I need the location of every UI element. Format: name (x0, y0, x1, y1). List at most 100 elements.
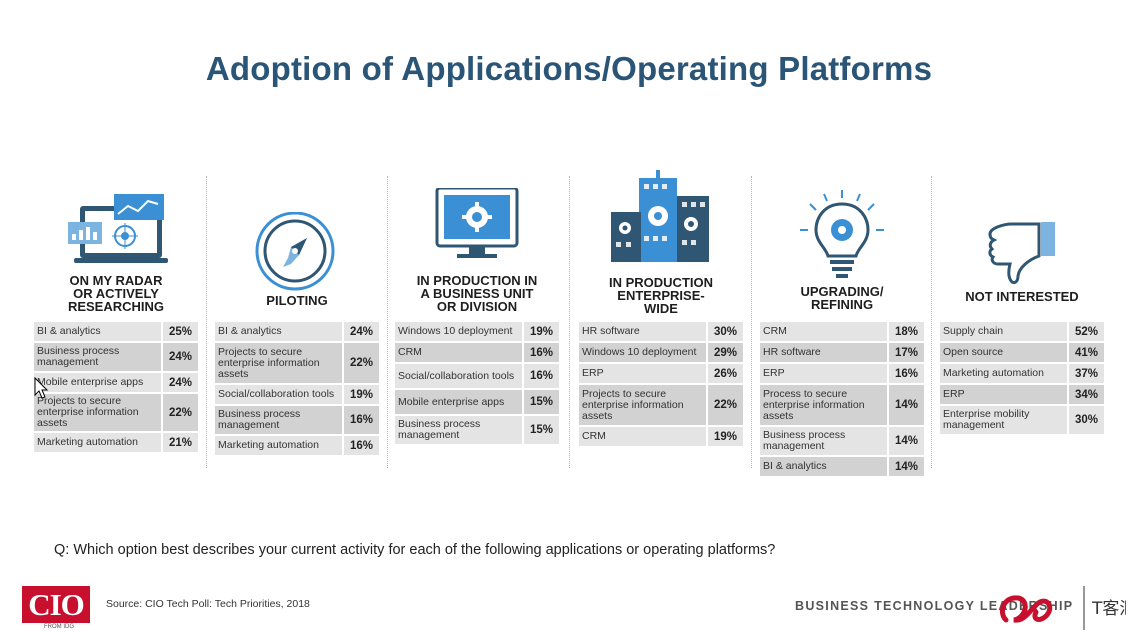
table-row: HR software 30% (579, 322, 743, 341)
row-label: ERP (760, 364, 887, 383)
table-row: Enterprise mobility management 30% (940, 406, 1104, 434)
table-row: Social/collaboration tools 16% (395, 364, 559, 388)
row-value: 16% (342, 436, 379, 455)
buildings-icon (579, 170, 743, 270)
row-value: 52% (1067, 322, 1104, 341)
table-row: BI & analytics 24% (215, 322, 379, 341)
column-heading: IN PRODUCTION IN A BUSINESS UNIT OR DIVI… (416, 273, 538, 314)
row-value: 24% (161, 343, 198, 371)
row-label: Marketing automation (940, 364, 1067, 383)
column-rows: Windows 10 deployment 19% CRM 16% Social/c… (395, 322, 559, 446)
row-value: 21% (161, 433, 198, 452)
table-row: Mobile enterprise apps 15% (395, 390, 559, 414)
table-row: Business process management 24% (34, 343, 198, 371)
table-row: Projects to secure enterprise informatio… (34, 394, 198, 431)
row-label: BI & analytics (34, 322, 161, 341)
table-row: Business process management 16% (215, 406, 379, 434)
row-label: Windows 10 deployment (395, 322, 522, 341)
table-row: Supply chain 52% (940, 322, 1104, 341)
column-divider (569, 176, 570, 468)
compass-icon (215, 212, 379, 312)
mouse-cursor-icon (34, 376, 50, 406)
row-label: Business process management (215, 406, 342, 434)
row-value: 14% (887, 385, 924, 425)
row-value: 16% (522, 343, 559, 362)
row-value: 24% (161, 373, 198, 392)
row-label: CRM (579, 427, 706, 446)
svg-text:T客汇: T客汇 (1091, 599, 1126, 619)
row-label: Mobile enterprise apps (34, 373, 161, 392)
row-value: 24% (342, 322, 379, 341)
column-rows: Supply chain 52% Open source 41% Marketing… (940, 322, 1104, 436)
table-row: BI & analytics 25% (34, 322, 198, 341)
row-value: 30% (706, 322, 743, 341)
row-label: Process to secure enterprise information… (760, 385, 887, 425)
page-title: Adoption of Applications/Operating Platf… (205, 50, 933, 87)
row-label: Marketing automation (34, 433, 161, 452)
table-row: Projects to secure enterprise informatio… (579, 385, 743, 425)
column-rows: BI & analytics 25% Business process manag… (34, 322, 198, 454)
table-row: Process to secure enterprise information… (760, 385, 924, 425)
cio-logo: CIO FROM IDG (22, 586, 90, 632)
table-row: Marketing automation 37% (940, 364, 1104, 383)
row-label: Windows 10 deployment (579, 343, 706, 362)
table-row: Windows 10 deployment 19% (395, 322, 559, 341)
row-value: 26% (706, 364, 743, 383)
row-value: 16% (342, 406, 379, 434)
survey-question: Q: Which option best describes your curr… (54, 542, 776, 558)
row-label: HR software (760, 343, 887, 362)
row-label: Projects to secure enterprise informatio… (215, 343, 342, 383)
row-value: 22% (342, 343, 379, 383)
row-label: BI & analytics (760, 457, 887, 476)
column-divider (931, 176, 932, 468)
row-label: BI & analytics (215, 322, 342, 341)
row-value: 19% (342, 385, 379, 404)
cio-logo-text: CIO (22, 586, 90, 623)
table-row: Social/collaboration tools 19% (215, 385, 379, 404)
cio-logo-subtitle: FROM IDG (44, 624, 74, 630)
monitor-gear-icon (395, 188, 559, 288)
row-value: 16% (522, 364, 559, 388)
row-value: 14% (887, 427, 924, 455)
table-row: ERP 26% (579, 364, 743, 383)
row-value: 25% (161, 322, 198, 341)
row-value: 15% (522, 416, 559, 444)
row-value: 22% (161, 394, 198, 431)
column-heading: IN PRODUCTION ENTERPRISE- WIDE (609, 275, 713, 316)
row-label: Supply chain (940, 322, 1067, 341)
table-row: BI & analytics 14% (760, 457, 924, 476)
column-production-unit: IN PRODUCTION IN A BUSINESS UNIT OR DIVI… (395, 176, 559, 476)
table-row: Marketing automation 21% (34, 433, 198, 452)
column-heading: UPGRADING/ REFINING (800, 284, 884, 312)
row-value: 41% (1067, 343, 1104, 362)
row-label: Business process management (395, 416, 522, 444)
column-heading: ON MY RADAR OR ACTIVELY RESEARCHING (67, 273, 165, 314)
table-row: HR software 17% (760, 343, 924, 362)
row-label: Business process management (34, 343, 161, 371)
column-radar: ON MY RADAR OR ACTIVELY RESEARCHING BI &… (34, 176, 198, 476)
row-value: 19% (706, 427, 743, 446)
row-label: Mobile enterprise apps (395, 390, 522, 414)
table-row: Marketing automation 16% (215, 436, 379, 455)
row-value: 34% (1067, 385, 1104, 404)
laptop-analytics-icon (34, 192, 198, 292)
column-divider (206, 176, 207, 468)
column-not-interested: NOT INTERESTED Supply chain 52% Open sour… (940, 176, 1104, 476)
row-value: 18% (887, 322, 924, 341)
row-label: HR software (579, 322, 706, 341)
column-divider (751, 176, 752, 468)
row-value: 15% (522, 390, 559, 414)
column-heading: PILOTING (266, 293, 328, 308)
column-rows: BI & analytics 24% Projects to secure ent… (215, 322, 379, 457)
table-row: Open source 41% (940, 343, 1104, 362)
thumbs-down-icon (940, 220, 1104, 320)
row-label: Marketing automation (215, 436, 342, 455)
row-value: 14% (887, 457, 924, 476)
row-label: ERP (940, 385, 1067, 404)
row-label: Social/collaboration tools (395, 364, 522, 388)
row-value: 37% (1067, 364, 1104, 383)
column-heading: NOT INTERESTED (965, 289, 1079, 304)
row-label: ERP (579, 364, 706, 383)
column-rows: HR software 30% Windows 10 deployment 29% … (579, 322, 743, 448)
column-piloting: PILOTING BI & analytics 24% Projects to s… (215, 176, 379, 476)
